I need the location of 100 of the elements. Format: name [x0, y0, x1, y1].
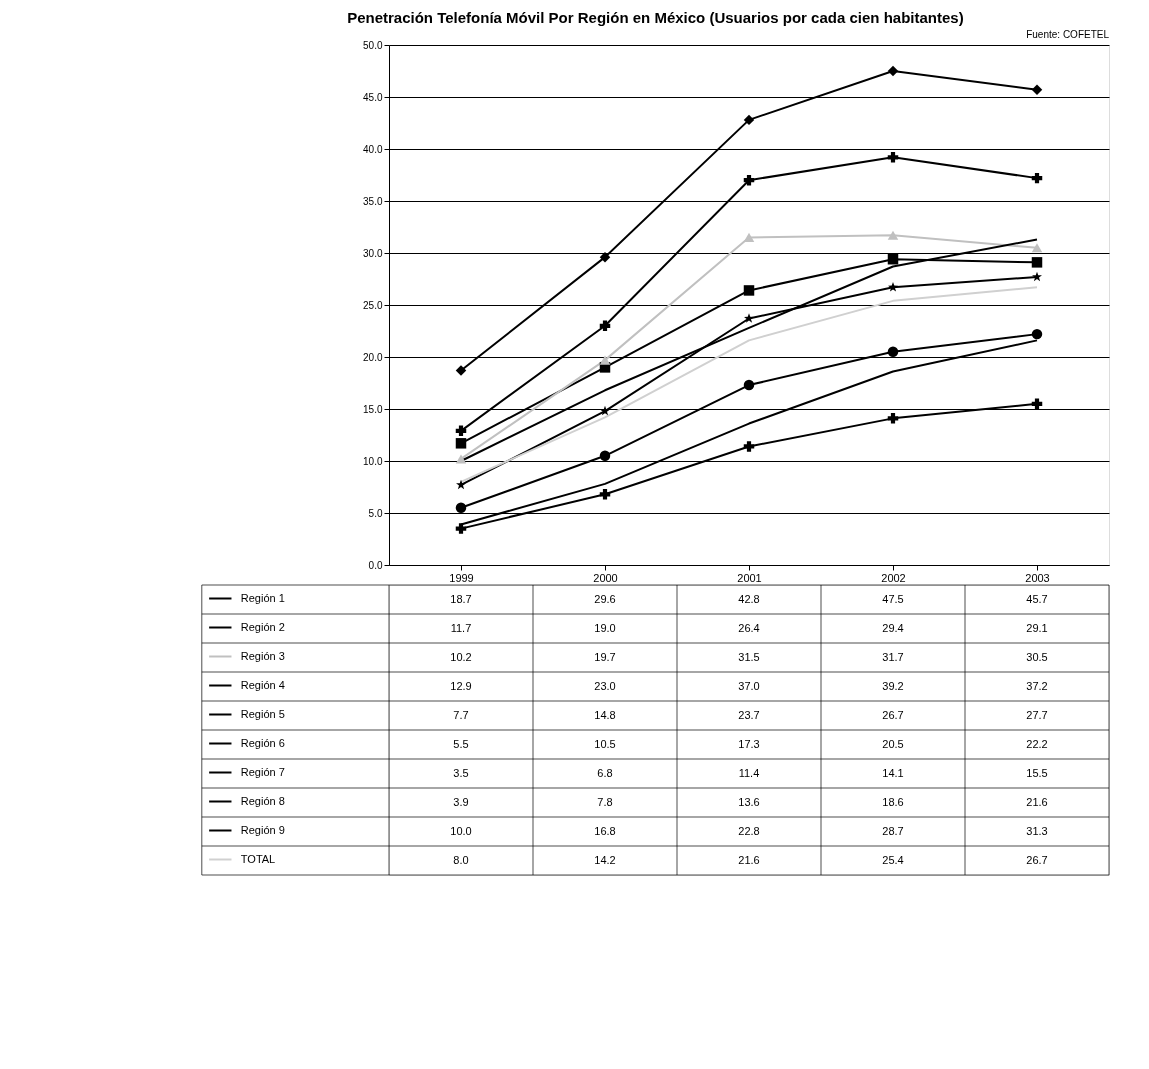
x-tick-label: 1999: [449, 571, 474, 584]
point: [743, 174, 755, 186]
data-label: 47.5: [882, 592, 904, 605]
data-label: 12.9: [450, 679, 472, 692]
data-label: 13.6: [738, 795, 760, 808]
point: [1031, 257, 1043, 268]
data-label: 25.4: [882, 853, 904, 866]
data-label: 8.0: [453, 853, 469, 866]
y-tick-label: 30.0: [363, 247, 383, 259]
point: [1031, 84, 1043, 95]
data-label: 21.6: [738, 853, 760, 866]
legend-label: Región 2: [240, 620, 285, 633]
x-tick-label: 2000: [593, 571, 618, 584]
point: [1031, 243, 1043, 253]
data-label: 42.8: [738, 592, 760, 605]
data-label: 30.5: [1026, 650, 1048, 663]
data-label: 18.7: [450, 592, 472, 605]
data-label: 23.0: [594, 679, 616, 692]
y-tick-label: 25.0: [363, 299, 383, 311]
data-label: 37.0: [738, 679, 760, 692]
legend-label: Región 7: [240, 765, 285, 778]
data-label: 26.7: [882, 708, 904, 721]
data-label: 19.7: [594, 650, 616, 663]
data-label: 10.5: [594, 737, 616, 750]
point: [1031, 172, 1043, 184]
point: [887, 254, 899, 265]
y-tick-label: 45.0: [363, 91, 383, 103]
x-tick-label: 2001: [737, 571, 762, 584]
data-label: 37.2: [1026, 679, 1048, 692]
legend-label: Región 4: [240, 678, 285, 691]
point: [743, 379, 755, 391]
legend-label: Región 3: [240, 649, 285, 662]
point: [743, 441, 755, 452]
data-label: 45.7: [1026, 592, 1048, 605]
data-label: 17.3: [738, 737, 760, 750]
legend-label: Región 9: [240, 823, 285, 836]
data-label: 23.7: [738, 708, 760, 721]
data-label: 14.1: [882, 766, 904, 779]
point: [887, 65, 899, 77]
legend-label: Región 1: [240, 591, 285, 604]
point: [455, 365, 467, 376]
point: [456, 479, 466, 490]
x-tick-label: 2002: [881, 571, 906, 584]
point: [887, 413, 899, 424]
point: [887, 346, 899, 358]
y-tick-label: 15.0: [363, 403, 383, 415]
data-label: 7.8: [597, 795, 613, 808]
point: [599, 251, 611, 263]
data-label: 16.8: [594, 824, 616, 837]
legend-label: Región 8: [240, 794, 285, 807]
data-label: 39.2: [882, 679, 904, 692]
point: [744, 313, 754, 323]
point: [743, 285, 755, 296]
data-label: 15.5: [1026, 766, 1048, 779]
y-tick-label: 0.0: [368, 559, 383, 571]
point: [599, 450, 611, 462]
y-tick-label: 5.0: [368, 507, 383, 519]
data-label: 11.7: [450, 621, 472, 634]
y-tick-label: 40.0: [363, 143, 383, 155]
point: [1031, 398, 1043, 410]
data-label: 7.7: [453, 708, 469, 721]
data-label: 5.5: [453, 737, 469, 750]
point: [455, 502, 467, 514]
data-label: 29.4: [882, 621, 904, 634]
data-label: 22.2: [1026, 737, 1048, 750]
y-tick-label: 10.0: [363, 455, 383, 467]
y-tick-label: 35.0: [363, 195, 383, 207]
point: [599, 489, 611, 500]
chart-title: Penetración Telefonía Móvil Por Región en México (Usuarios por cada cien habitantes): [347, 8, 964, 26]
source-note: Fuente: COFETEL: [1026, 29, 1110, 40]
data-label: 29.1: [1026, 621, 1048, 634]
data-label: 3.9: [453, 795, 469, 808]
data-label: 27.7: [1026, 708, 1048, 721]
data-label: 11.4: [738, 766, 760, 779]
data-label: 22.8: [738, 824, 760, 837]
point: [599, 320, 611, 332]
data-label: 10.0: [450, 824, 472, 837]
point: [455, 425, 467, 437]
point: [1031, 328, 1043, 340]
point: [599, 355, 611, 365]
data-label: 26.4: [738, 621, 760, 634]
data-label: 6.8: [597, 766, 613, 779]
data-label: 19.0: [594, 621, 616, 634]
point: [1032, 271, 1042, 282]
data-label: 14.2: [594, 853, 616, 866]
point: [887, 230, 899, 240]
data-label: 29.6: [594, 592, 616, 605]
y-tick-label: 20.0: [363, 351, 383, 363]
data-label: 3.5: [453, 766, 469, 779]
legend-label: TOTAL: [240, 852, 276, 865]
data-label: 18.6: [882, 795, 904, 808]
legend-label: Región 5: [240, 707, 285, 720]
data-label: 28.7: [882, 824, 904, 837]
data-label: 21.6: [1026, 795, 1048, 808]
y-tick-label: 50.0: [363, 39, 383, 51]
data-label: 26.7: [1026, 853, 1048, 866]
point: [743, 114, 755, 126]
point: [455, 523, 467, 534]
data-label: 31.5: [738, 650, 760, 663]
legend-label: Región 6: [240, 736, 285, 749]
